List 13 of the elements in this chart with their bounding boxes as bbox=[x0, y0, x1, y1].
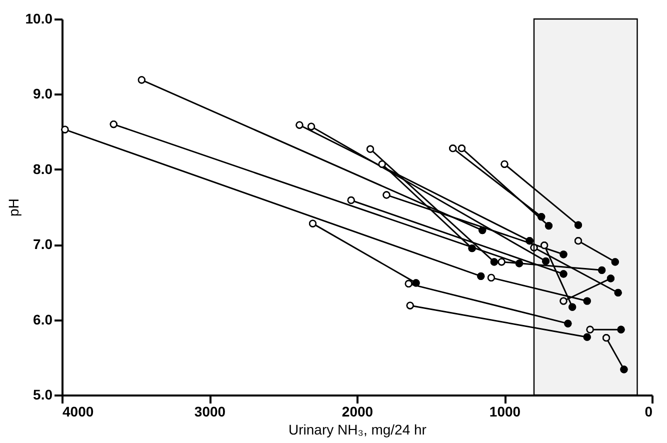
x-tick-label: 0 bbox=[644, 404, 653, 420]
y-axis-title: pH bbox=[5, 198, 22, 216]
y-tick-label: 6.0 bbox=[33, 311, 53, 328]
y-tick-label: 5.0 bbox=[33, 386, 53, 402]
x-tick-label: 1000 bbox=[489, 404, 521, 420]
x-tick-label: 4000 bbox=[62, 404, 94, 420]
y-tick-label: 10.0 bbox=[25, 10, 53, 26]
y-tick-label: 8.0 bbox=[33, 160, 53, 177]
x-tick-label: 3000 bbox=[194, 404, 226, 420]
y-tick-label: 9.0 bbox=[33, 86, 53, 102]
x-tick-label: 2000 bbox=[342, 404, 374, 420]
y-tick-label: 7.0 bbox=[33, 236, 53, 252]
x-axis-title: Urinary NH₃, mg/24 hr bbox=[288, 422, 427, 438]
